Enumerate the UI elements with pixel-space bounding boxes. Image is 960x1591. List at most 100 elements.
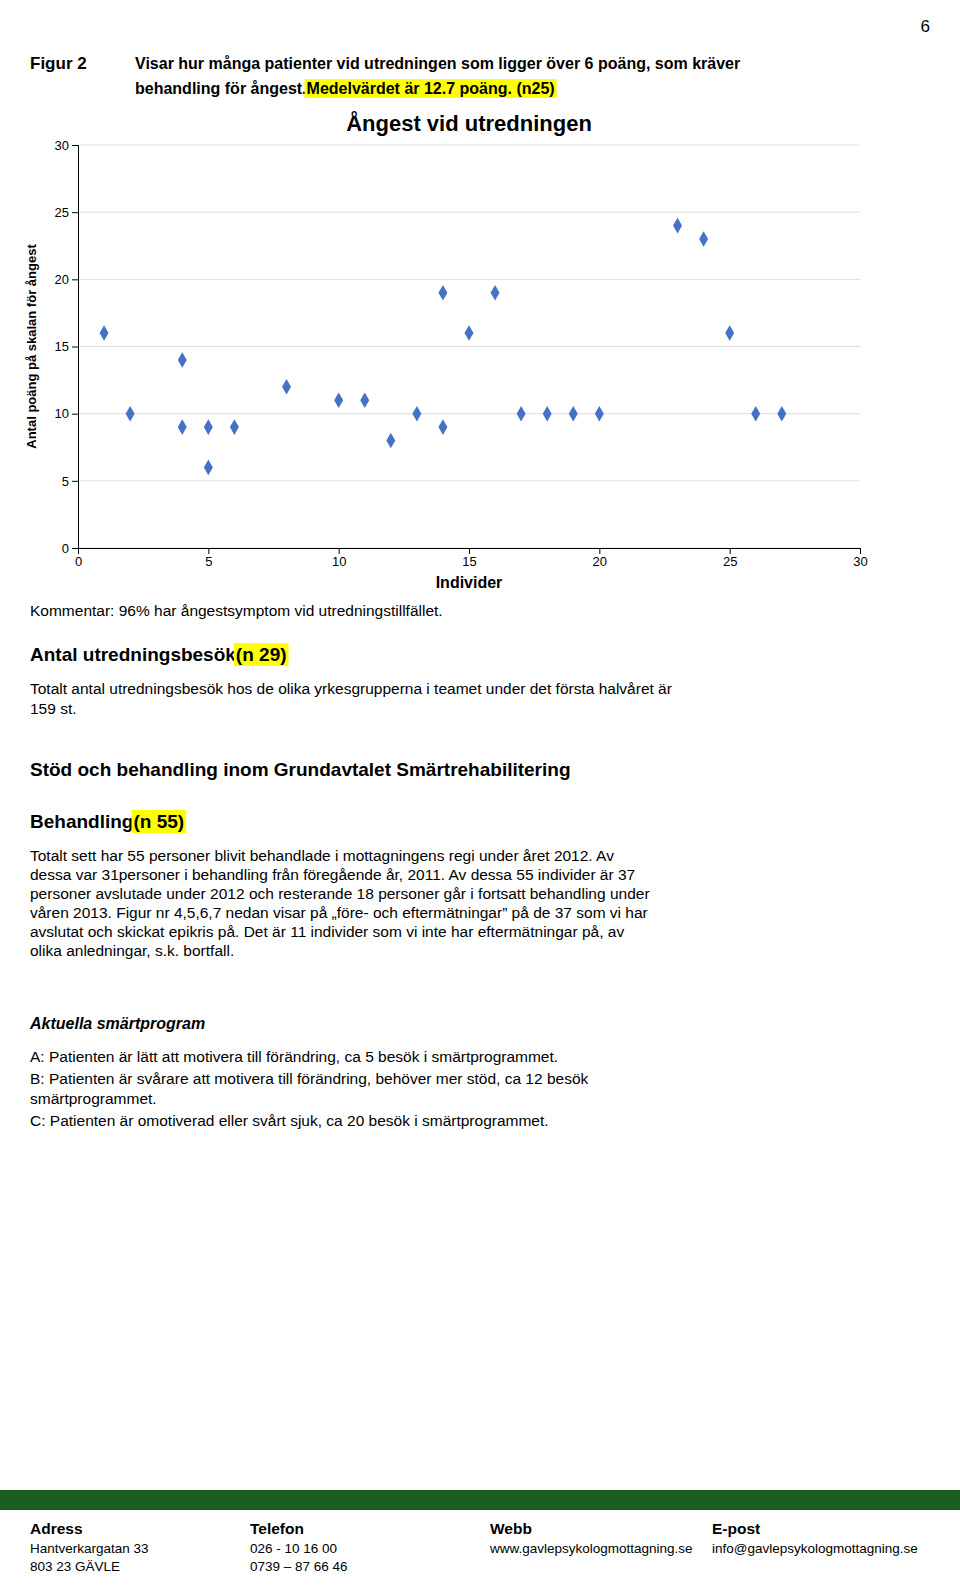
- tick-mark: [469, 548, 470, 554]
- point: [438, 285, 447, 301]
- tick-label: 0: [75, 554, 82, 569]
- page-number: 6: [921, 17, 930, 36]
- tick: 20: [593, 548, 607, 569]
- tick-label: 10: [332, 554, 346, 569]
- tick-mark: [730, 548, 731, 554]
- tick-mark: [339, 548, 340, 554]
- heading: Stöd och behandling inom Grundavtalet Sm…: [30, 759, 571, 780]
- body-text: Totalt sett har 55 personer blivit behan…: [30, 847, 614, 864]
- figure-label: Figur 2: [30, 54, 87, 73]
- tick-mark: [72, 212, 78, 213]
- highlight-background: [234, 643, 289, 666]
- body-text: 159 st.: [30, 700, 77, 717]
- x-axis: 0 5 10 15 20 25 30: [75, 548, 868, 569]
- point: [699, 231, 708, 247]
- tick-mark: [599, 548, 600, 554]
- point: [412, 406, 421, 422]
- point: [230, 419, 239, 435]
- tick-label: 5: [62, 473, 69, 488]
- point: [465, 325, 474, 341]
- point: [282, 379, 291, 395]
- tick-mark: [860, 548, 861, 554]
- page: 6 Figur 2 Visar hur många patienter vid ut…: [0, 0, 960, 1591]
- tick-label: 20: [55, 272, 69, 287]
- point: [517, 406, 526, 422]
- body-text: Totalt antal utredningsbesök hos de olik…: [30, 680, 672, 697]
- point: [126, 406, 135, 422]
- body-text: dessa var 31personer i behandling från f…: [30, 866, 635, 883]
- tick: 5: [205, 548, 212, 569]
- point: [751, 406, 760, 422]
- tick: 20: [55, 272, 78, 287]
- figure-caption: behandling för ångest.: [135, 80, 307, 97]
- footer-value: 026 - 10 16 00: [250, 1541, 337, 1556]
- heading-highlight: (n 29): [236, 644, 287, 665]
- tick: 10: [55, 406, 78, 421]
- body-text: B: Patienten är svårare att motivera til…: [30, 1070, 589, 1087]
- y-axis: 0 5 10 15 20 25 30: [55, 138, 79, 556]
- figure-caption-highlight: Medelvärdet är 12.7 poäng. (n25): [307, 80, 555, 97]
- grid-line: [78, 145, 860, 146]
- highlight: Medelvärdet är 12.7 poäng. (n25): [305, 79, 557, 98]
- body-text: personer avslutade under 2012 och rester…: [30, 885, 650, 902]
- point: [386, 433, 395, 449]
- chart-title: Ångest vid utredningen: [346, 110, 592, 136]
- grid-line: [78, 413, 860, 414]
- subheading: Aktuella smärtprogram: [29, 1015, 205, 1032]
- point: [100, 325, 109, 341]
- highlight-background: [305, 79, 557, 98]
- point: [334, 392, 343, 408]
- point: [725, 325, 734, 341]
- point: [777, 406, 786, 422]
- body-text: C: Patienten är omotiverad eller svårt s…: [30, 1112, 549, 1129]
- tick-label: 30: [55, 138, 69, 153]
- tick: 15: [462, 548, 476, 569]
- grid: [78, 145, 860, 548]
- tick-mark: [208, 548, 209, 554]
- grid-line: [78, 346, 860, 347]
- point: [204, 419, 213, 435]
- footer-bar: [0, 1490, 960, 1510]
- x-axis-line: [79, 549, 861, 555]
- figure-caption: Visar hur många patienter vid utredninge…: [135, 55, 740, 72]
- tick: 25: [723, 548, 737, 569]
- tick-label: 25: [55, 205, 69, 220]
- footer-label: E-post: [712, 1520, 760, 1537]
- point: [569, 406, 578, 422]
- tick: 25: [55, 205, 78, 220]
- tick-mark: [72, 347, 78, 348]
- comment: Kommentar: 96% har ångestsymptom vid utr…: [30, 602, 443, 619]
- footer-value: www.gavlepsykologmottagning.se: [489, 1541, 693, 1556]
- footer-label: Telefon: [250, 1520, 304, 1537]
- x-axis-title: Individer: [436, 574, 503, 591]
- tick: 0: [62, 541, 78, 556]
- tick-label: 30: [853, 554, 867, 569]
- y-axis-title: Antal poäng på skalan för ångest: [24, 244, 39, 449]
- point: [673, 218, 682, 234]
- heading: Behandling: [30, 811, 133, 832]
- tick-label: 15: [462, 554, 476, 569]
- heading-highlight: (n 55): [133, 811, 184, 832]
- grid-line: [78, 279, 860, 280]
- tick-mark: [72, 548, 78, 549]
- footer-value: 803 23 GÄVLE: [30, 1559, 120, 1574]
- tick-mark: [72, 279, 78, 280]
- y-axis-line: [72, 146, 79, 549]
- tick: 15: [55, 339, 78, 354]
- footer-value: info@gavlepsykologmottagning.se: [712, 1541, 918, 1556]
- point: [438, 419, 447, 435]
- footer-label: Webb: [490, 1520, 532, 1537]
- tick-label: 25: [723, 554, 737, 569]
- tick-label: 10: [55, 406, 69, 421]
- tick-mark: [72, 145, 78, 146]
- body-text: smärtprogrammet.: [30, 1090, 157, 1107]
- page-background: [0, 0, 960, 1591]
- grid-line: [78, 212, 860, 213]
- point: [178, 352, 187, 368]
- points: [100, 218, 787, 475]
- body-text: våren 2013. Figur nr 4,5,6,7 nedan visar…: [30, 904, 648, 921]
- point: [178, 419, 187, 435]
- body-text: avslutat och skickat epikris på. Det är …: [30, 923, 624, 940]
- tick: 30: [55, 138, 78, 153]
- tick-label: 5: [205, 554, 212, 569]
